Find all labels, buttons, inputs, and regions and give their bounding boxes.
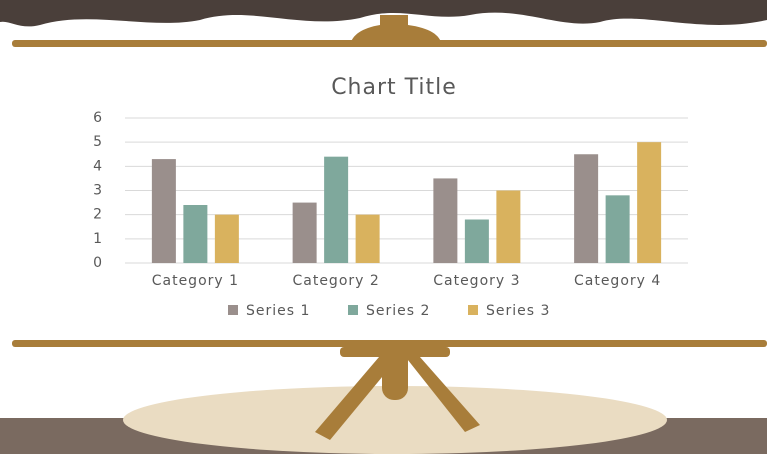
- legend-label: Series 3: [486, 303, 550, 319]
- bar: [151, 159, 176, 263]
- easel-legs: [315, 348, 480, 440]
- legend-swatch: [228, 305, 238, 315]
- x-tick-label: Category 3: [433, 273, 520, 289]
- y-tick-label: 0: [93, 255, 103, 271]
- bar: [637, 142, 662, 263]
- board-bottom-rail: [12, 340, 767, 347]
- bar: [324, 156, 349, 263]
- easel-joint: [340, 347, 450, 357]
- x-tick-label: Category 1: [152, 273, 239, 289]
- board-top-rail: [12, 40, 767, 47]
- y-tick-label: 4: [93, 158, 103, 174]
- y-tick-label: 1: [93, 231, 103, 247]
- y-tick-label: 5: [93, 134, 103, 150]
- floor-shadow: [123, 386, 667, 454]
- y-tick-label: 2: [93, 207, 103, 223]
- x-tick-label: Category 4: [574, 273, 661, 289]
- bar: [183, 205, 208, 263]
- legend-swatch: [348, 305, 358, 315]
- bar: [292, 202, 317, 263]
- legend-swatch: [468, 305, 478, 315]
- chart-title: Chart Title: [331, 75, 457, 100]
- bar: [464, 219, 489, 263]
- bar: [214, 214, 239, 263]
- y-tick-label: 3: [93, 183, 103, 199]
- x-tick-label: Category 2: [292, 273, 379, 289]
- bar: [574, 154, 599, 263]
- bar: [496, 190, 521, 263]
- bar: [355, 214, 380, 263]
- y-tick-label: 6: [93, 110, 103, 126]
- easel-top: [350, 15, 442, 45]
- legend-label: Series 1: [246, 303, 310, 319]
- bar: [605, 195, 630, 263]
- bar: [433, 178, 458, 263]
- top-shadow: [0, 0, 767, 27]
- easel-center-leg: [382, 345, 408, 400]
- legend-label: Series 2: [366, 303, 430, 319]
